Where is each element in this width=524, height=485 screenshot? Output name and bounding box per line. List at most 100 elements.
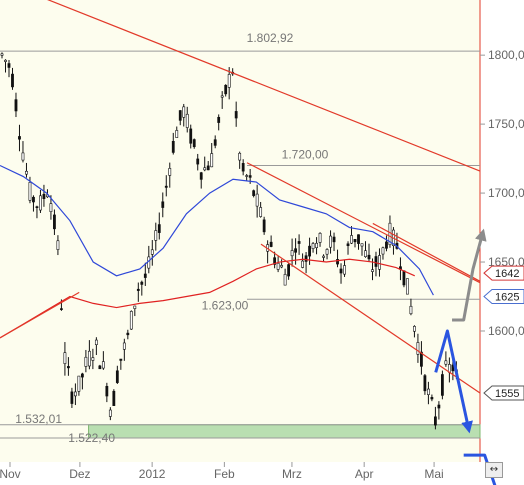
level-label: 1.522,40	[68, 431, 115, 445]
candle-body	[332, 236, 336, 243]
candle-body	[241, 163, 245, 172]
candle-body	[371, 269, 374, 272]
candle-body	[119, 358, 123, 361]
candle-body	[28, 182, 32, 201]
candle-body	[42, 193, 46, 199]
candle-body	[357, 234, 360, 244]
candle-body	[224, 84, 228, 95]
candle-body	[171, 141, 175, 153]
candle-body	[381, 247, 385, 255]
candle-body	[427, 388, 430, 395]
candle-body	[53, 214, 56, 230]
candle-body	[353, 238, 357, 243]
candle-body	[56, 240, 60, 250]
level-label: 1.623,00	[202, 298, 249, 312]
candle-body	[91, 357, 95, 361]
y-tick-label: 1750,00	[488, 117, 524, 131]
y-tick-label: 1700,00	[488, 186, 524, 200]
candle-body	[25, 170, 28, 175]
candle-body	[255, 193, 259, 207]
price-badge-label: 1555	[495, 388, 519, 400]
candle-body	[280, 265, 284, 268]
level-label: 1.532,01	[15, 412, 62, 426]
candle-body	[133, 305, 137, 309]
candle-body	[178, 110, 182, 121]
level-label: 1.720,00	[282, 147, 329, 161]
candle-body	[4, 59, 7, 62]
candle-body	[213, 139, 217, 146]
candle-body	[294, 248, 297, 253]
candle-body	[374, 256, 378, 267]
candle-body	[290, 250, 294, 257]
candle-body	[238, 152, 242, 161]
price-badge-label: 1625	[495, 292, 519, 304]
trendline	[47, 0, 481, 172]
x-tick-label: Mrz	[282, 467, 302, 481]
candle-body	[262, 219, 266, 233]
candle-body	[150, 249, 154, 255]
candle-body	[308, 245, 311, 257]
trendline	[0, 291, 80, 339]
candle-body	[126, 332, 130, 336]
candle-body	[164, 185, 168, 188]
candle-body	[413, 326, 416, 332]
candle-body	[416, 342, 420, 355]
candle-body	[444, 360, 448, 365]
y-axis-area	[480, 0, 524, 485]
candle-body	[168, 168, 172, 176]
candle-body	[420, 351, 423, 367]
x-tick-label: Apr	[355, 467, 374, 481]
candle-body	[203, 167, 207, 171]
candle-body	[259, 207, 263, 217]
price-badge-label: 1642	[495, 268, 519, 280]
candle-body	[122, 342, 126, 350]
candle-body	[423, 375, 427, 392]
candle-body	[63, 352, 67, 364]
candle-body	[129, 311, 133, 330]
candle-body	[329, 235, 332, 248]
candle-body	[161, 201, 165, 208]
candle-body	[206, 165, 210, 171]
candle-body	[39, 195, 42, 211]
candle-body	[346, 243, 350, 247]
candle-body	[385, 241, 388, 249]
support-zone	[88, 424, 481, 439]
candle-body	[378, 255, 381, 270]
projection-arrow	[434, 329, 473, 434]
candle-body	[325, 249, 329, 255]
candle-body	[175, 130, 179, 138]
candle-body	[248, 175, 252, 178]
candle-body	[98, 365, 102, 370]
projection-arrow	[463, 453, 497, 485]
candle-body	[140, 281, 144, 285]
candle-body	[87, 350, 91, 367]
candle-body	[301, 260, 304, 268]
candle-body	[297, 241, 301, 244]
candle-body	[84, 356, 88, 367]
candle-body	[276, 262, 280, 270]
candle-body	[269, 241, 273, 247]
candle-body	[7, 63, 11, 68]
x-tick-label: Dez	[69, 467, 90, 481]
trendline	[246, 162, 481, 284]
price-badge	[483, 289, 524, 305]
candle-body	[409, 305, 413, 315]
candle-body	[217, 116, 221, 123]
ma-blue-line	[0, 164, 434, 296]
x-tick-label: 2012	[139, 467, 166, 481]
trendline	[372, 222, 481, 282]
ma-red-line	[0, 258, 416, 339]
candle-body	[70, 391, 74, 404]
scroll-arrows-icon[interactable]: ↔	[485, 462, 503, 478]
candle-body	[189, 128, 193, 144]
candle-body	[77, 375, 81, 392]
candle-body	[402, 270, 406, 286]
candle-body	[430, 397, 434, 400]
candle-body	[440, 374, 444, 396]
candle-body	[157, 224, 161, 233]
candle-body	[339, 268, 343, 274]
candle-body	[112, 390, 116, 406]
trendline	[260, 243, 481, 394]
candle-body	[360, 243, 364, 247]
